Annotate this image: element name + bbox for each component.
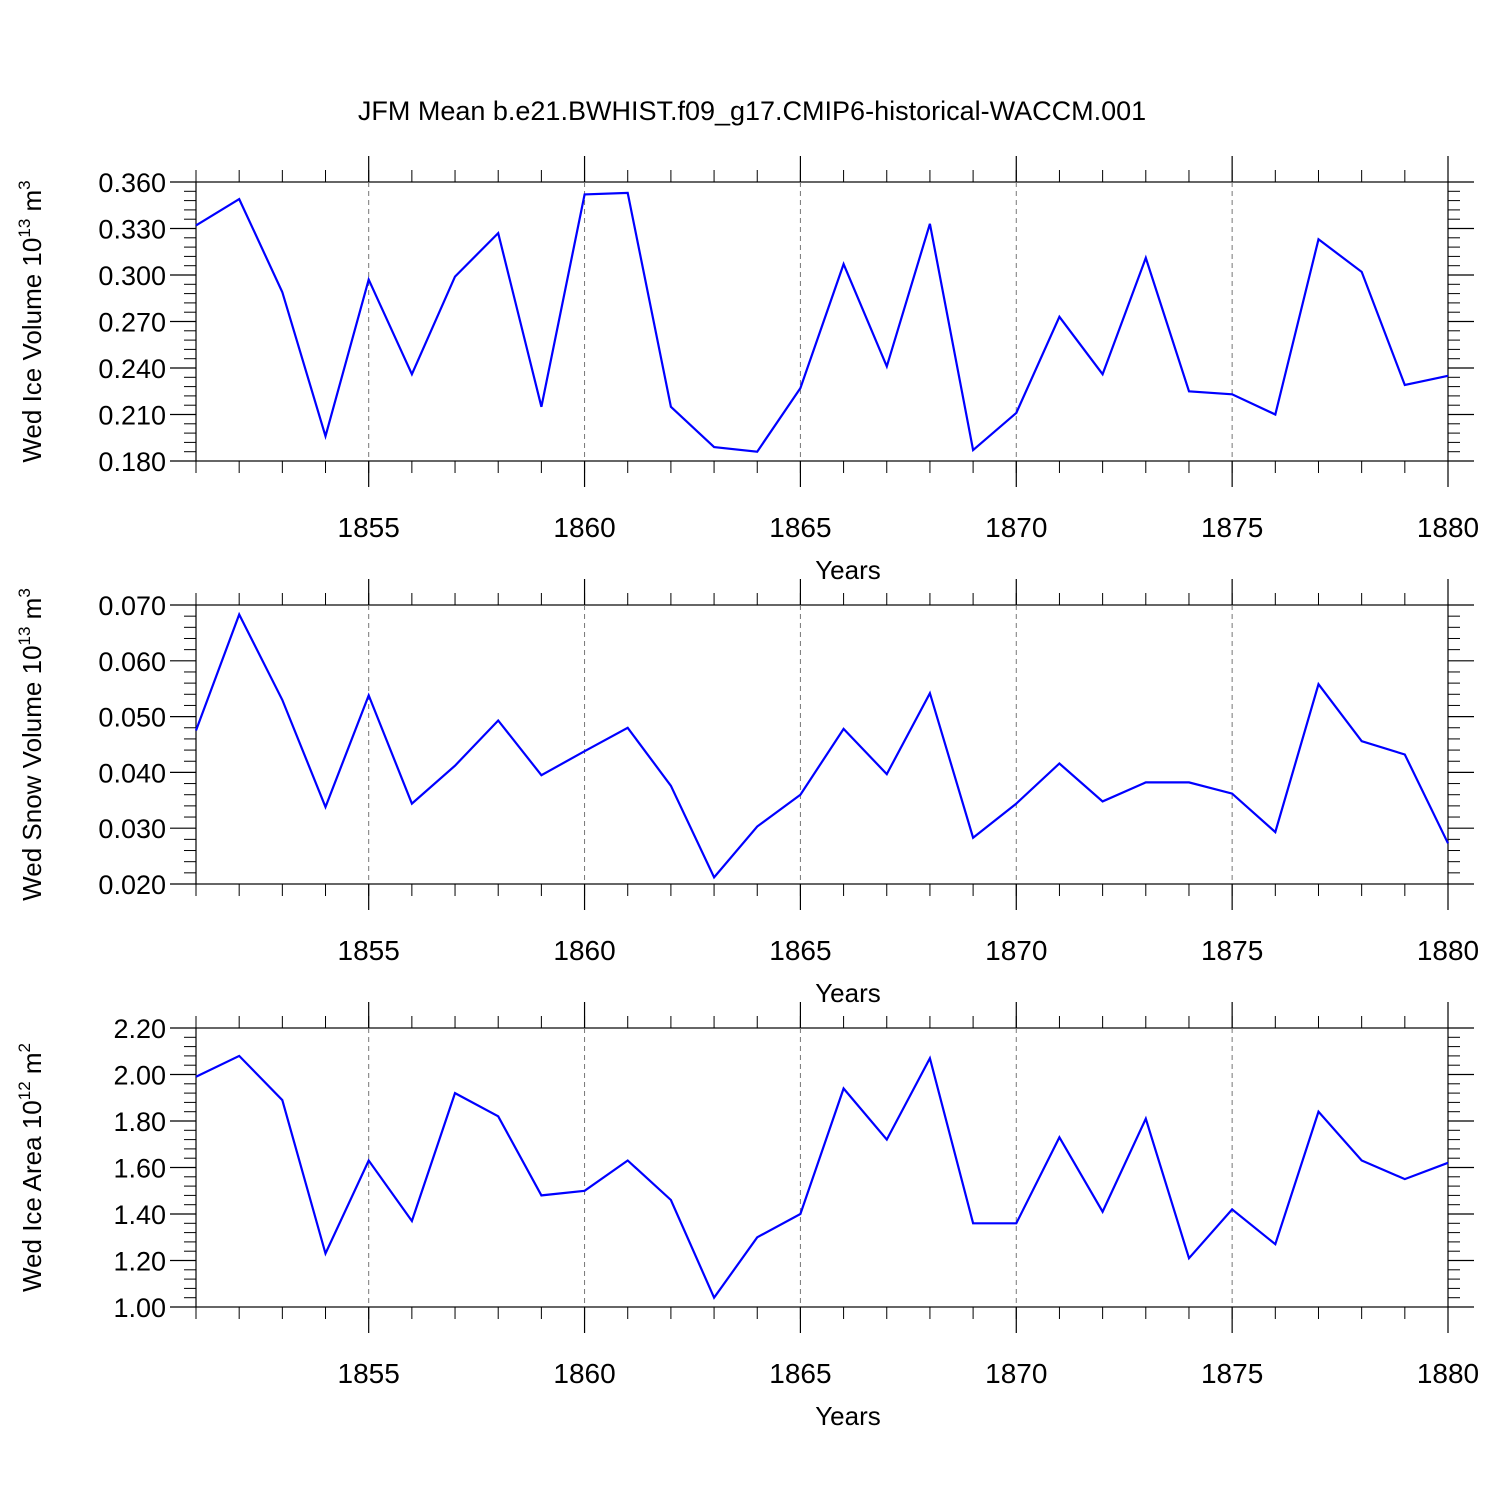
y-tick-label: 0.030 <box>98 814 166 844</box>
x-tick-label: 1875 <box>1201 1358 1263 1389</box>
y-tick-label: 0.070 <box>98 591 166 621</box>
x-tick-label: 1855 <box>338 512 400 543</box>
y-tick-label: 2.00 <box>113 1061 166 1091</box>
x-tick-label: 1865 <box>769 1358 831 1389</box>
series-line <box>195 1054 1449 1300</box>
y-tick-label: 0.240 <box>98 354 166 384</box>
panels: 1855 1860 1865 1870 1875 1880 0.180 0.210 0.240 0… <box>15 156 1479 1431</box>
x-axis-label: Years <box>815 555 881 585</box>
y-tick-label: 0.180 <box>98 447 166 477</box>
panel-2: 1855 1860 1865 1870 1875 1880 0.020 0.030 0.040 0… <box>15 579 1479 1008</box>
series-line <box>195 191 1449 453</box>
y-tick-label: 0.060 <box>98 647 166 677</box>
plot-frame <box>195 604 1449 885</box>
y-tick-label: 1.80 <box>113 1107 166 1137</box>
x-tick-label: 1855 <box>338 1358 400 1389</box>
chart-title: JFM Mean b.e21.BWHIST.f09_g17.CMIP6-hist… <box>358 96 1146 126</box>
y-tick-label: 1.60 <box>113 1154 166 1184</box>
x-tick-label: 1860 <box>553 1358 615 1389</box>
y-tick-label: 0.040 <box>98 758 166 788</box>
series-line <box>194 611 1449 880</box>
x-tick-label: 1870 <box>985 935 1047 966</box>
y-tick-label: 0.300 <box>98 261 166 291</box>
panel-1: 1855 1860 1865 1870 1875 1880 0.180 0.210 0.240 0… <box>15 156 1479 585</box>
x-tick-label: 1875 <box>1201 512 1263 543</box>
y-axis-label: Wed Snow Volume 1013 m3 <box>15 588 47 901</box>
x-tick-label: 1860 <box>553 512 615 543</box>
x-tick-label: 1865 <box>769 512 831 543</box>
panel-3: 1855 1860 1865 1870 1875 1880 1.00 1.20 1.40 1.60… <box>15 1002 1479 1431</box>
x-tick-label: 1875 <box>1201 935 1263 966</box>
x-tick-label: 1880 <box>1417 1358 1479 1389</box>
y-tick-label: 1.40 <box>113 1200 166 1230</box>
y-tick-label: 0.020 <box>98 870 166 900</box>
x-axis-label: Years <box>815 1401 881 1431</box>
x-tick-label: 1870 <box>985 512 1047 543</box>
plot-frame <box>195 1027 1449 1308</box>
x-tick-label: 1880 <box>1417 512 1479 543</box>
x-tick-label: 1870 <box>985 1358 1047 1389</box>
x-axis-label: Years <box>815 978 881 1008</box>
y-axis-label: Wed Ice Volume 1013 m3 <box>15 180 47 462</box>
y-tick-label: 0.050 <box>98 703 166 733</box>
y-tick-label: 0.330 <box>98 215 166 245</box>
plot-frame <box>195 181 1449 462</box>
x-tick-label: 1855 <box>338 935 400 966</box>
x-tick-label: 1865 <box>769 935 831 966</box>
y-axis-label: Wed Ice Area 1012 m2 <box>15 1043 47 1292</box>
y-tick-label: 0.360 <box>98 168 166 198</box>
y-tick-label: 2.20 <box>113 1014 166 1044</box>
y-tick-label: 1.20 <box>113 1247 166 1277</box>
x-tick-label: 1880 <box>1417 935 1479 966</box>
y-tick-label: 1.00 <box>113 1293 166 1323</box>
x-tick-label: 1860 <box>553 935 615 966</box>
y-tick-label: 0.270 <box>98 308 166 338</box>
y-tick-label: 0.210 <box>98 401 166 431</box>
